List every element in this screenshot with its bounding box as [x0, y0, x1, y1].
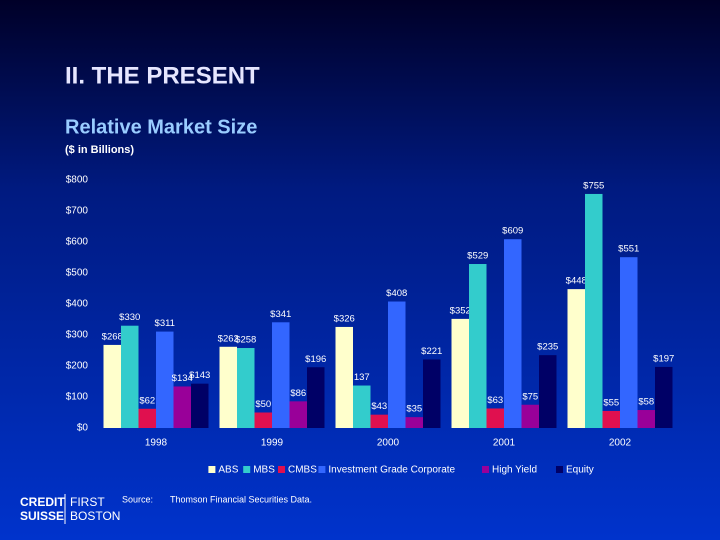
source-text: Thomson Financial Securities Data. — [170, 494, 312, 504]
logo-text: FIRST — [70, 495, 105, 509]
x-tick-label: 2000 — [377, 438, 400, 449]
x-tick-label: 2002 — [609, 438, 632, 449]
y-tick-label: $200 — [66, 361, 89, 372]
bar — [156, 331, 174, 428]
value-label: $755 — [583, 180, 604, 191]
legend-swatch — [482, 466, 489, 473]
bar — [388, 301, 406, 428]
logo-text: BOSTON — [70, 509, 120, 523]
bar — [335, 326, 353, 428]
y-tick-label: $600 — [66, 237, 89, 248]
logo-text: CREDIT — [20, 495, 65, 509]
value-label: $86 — [290, 388, 306, 399]
y-tick-label: $100 — [66, 392, 89, 403]
value-label: $326 — [334, 313, 355, 324]
legend-swatch — [556, 466, 563, 473]
value-label: $62 — [139, 395, 155, 406]
bar — [602, 410, 620, 428]
slide-heading: II. THE PRESENT — [65, 62, 260, 89]
value-label: $529 — [467, 251, 488, 262]
bar — [138, 408, 156, 428]
value-label: $551 — [618, 244, 639, 255]
y-tick-label: $0 — [77, 423, 89, 434]
value-label: $330 — [119, 312, 140, 323]
value-label: $262 — [218, 333, 239, 344]
value-label: $609 — [502, 226, 523, 237]
legend-label: MBS — [253, 465, 275, 476]
value-label: $235 — [537, 342, 558, 353]
bar — [637, 410, 655, 428]
logo-text: SUISSE — [20, 509, 64, 523]
legend-label: ABS — [218, 465, 238, 476]
legend-label: Investment Grade Corporate — [328, 465, 455, 476]
x-tick-label: 2001 — [493, 438, 516, 449]
legend-swatch — [318, 466, 326, 473]
bar — [307, 367, 325, 428]
value-label: $352 — [450, 305, 471, 316]
bar — [173, 386, 191, 428]
bar — [486, 408, 504, 428]
legend-swatch — [208, 466, 216, 473]
value-label: $221 — [421, 346, 442, 357]
bar — [504, 239, 522, 428]
logo: CREDIT SUISSE FIRST BOSTON — [20, 494, 120, 524]
value-label: $448 — [566, 276, 587, 287]
bar — [539, 355, 557, 428]
bar — [567, 289, 585, 428]
y-tick-label: $700 — [66, 206, 89, 217]
bar — [254, 412, 272, 428]
bar — [370, 414, 388, 428]
y-tick-label: $500 — [66, 268, 89, 279]
bar — [521, 404, 539, 428]
value-label: 137 — [354, 372, 370, 383]
legend-swatch — [243, 466, 251, 473]
chart: $0 $100 $200 $300 $400 $500 $600 $700 $800 1998 $2… — [66, 175, 675, 476]
legend-label: High Yield — [492, 465, 537, 476]
y-tick-label: $800 — [66, 175, 89, 186]
bar — [620, 257, 638, 428]
bar — [353, 385, 371, 428]
bar — [451, 318, 469, 428]
value-label: $50 — [255, 399, 271, 410]
legend-swatch — [278, 466, 285, 473]
value-label: $258 — [235, 335, 256, 346]
x-tick-label: 1999 — [261, 438, 284, 449]
value-label: $75 — [522, 391, 538, 402]
bar — [423, 359, 441, 428]
bar — [103, 344, 121, 428]
value-label: $134 — [172, 373, 193, 384]
value-label: $341 — [270, 309, 291, 320]
bar — [585, 193, 603, 428]
value-label: $43 — [371, 401, 387, 412]
bar — [272, 322, 290, 428]
bar — [219, 346, 237, 428]
value-label: $143 — [189, 370, 210, 381]
chart-title: Relative Market Size — [65, 116, 257, 138]
value-label: $197 — [653, 353, 674, 364]
bar — [191, 383, 209, 428]
bar — [469, 264, 487, 428]
value-label: $35 — [406, 404, 422, 415]
value-label: $55 — [603, 397, 619, 408]
bar — [289, 401, 307, 428]
y-tick-label: $300 — [66, 330, 89, 341]
bar — [237, 348, 255, 428]
source-label: Source: — [122, 494, 153, 504]
value-label: $408 — [386, 288, 407, 299]
bar — [655, 366, 673, 428]
x-tick-label: 1998 — [145, 438, 168, 449]
value-label: $268 — [102, 331, 123, 342]
y-tick-label: $400 — [66, 299, 89, 310]
chart-subtitle: ($ in Billions) — [65, 144, 134, 156]
value-label: $196 — [305, 354, 326, 365]
bar — [121, 325, 139, 428]
bar — [405, 417, 423, 428]
legend-label: Equity — [566, 465, 594, 476]
value-label: $63 — [487, 395, 503, 406]
legend-label: CMBS — [288, 465, 317, 476]
value-label: $311 — [155, 318, 175, 329]
value-label: $58 — [638, 397, 654, 408]
